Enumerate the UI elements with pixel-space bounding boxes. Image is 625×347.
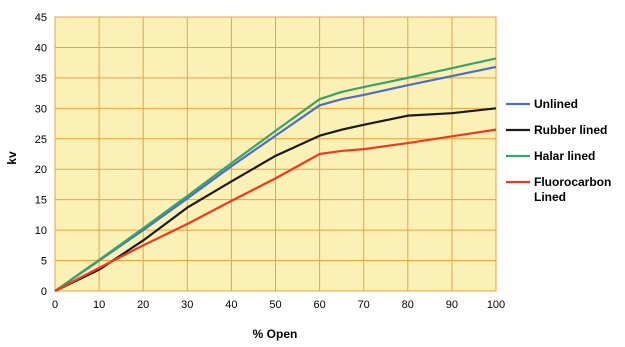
y-tick-label: 25	[35, 134, 47, 146]
x-tick-label: 20	[137, 299, 149, 311]
x-tick-label: 80	[402, 299, 414, 311]
series-line-halar-lined	[54, 57, 497, 292]
y-tick-label: 35	[35, 73, 47, 85]
y-tick-label: 30	[35, 103, 47, 115]
y-tick-label: 5	[41, 256, 47, 268]
legend-label-fluorocarbon-lined: Lined	[534, 190, 566, 204]
y-tick-label: 40	[35, 42, 47, 54]
x-tick-label: 90	[446, 299, 458, 311]
legend-label-unlined: Unlined	[534, 97, 578, 111]
y-axis-ticks: 0 5 10 15 20 25 30 35 40 45	[35, 12, 47, 298]
y-tick-label: 0	[41, 286, 47, 298]
legend: Unlined Rubber lined Halar lined Fluorocarb…	[506, 97, 611, 204]
x-axis-ticks: 0 10 20 30 40 50 60 70 80 90 100	[52, 299, 505, 311]
y-tick-label: 20	[35, 164, 47, 176]
y-tick-label: 10	[35, 225, 47, 237]
x-tick-label: 10	[93, 299, 105, 311]
series-line-rubber-lined	[54, 107, 497, 292]
series-line-fluorocarbon-lined	[54, 128, 497, 292]
x-tick-label: 60	[313, 299, 325, 311]
x-axis-title: % Open	[253, 327, 298, 341]
series-lines	[54, 57, 497, 292]
y-tick-label: 45	[35, 12, 47, 24]
legend-label-rubber-lined: Rubber lined	[534, 123, 607, 137]
x-tick-label: 50	[269, 299, 281, 311]
y-axis-title: kv	[5, 151, 19, 165]
x-tick-label: 0	[52, 299, 58, 311]
grid	[54, 16, 497, 292]
legend-label-fluorocarbon-lined: Fluorocarbon	[534, 175, 611, 189]
x-tick-label: 40	[225, 299, 237, 311]
legend-label-halar-lined: Halar lined	[534, 149, 595, 163]
x-tick-label: 100	[487, 299, 505, 311]
x-tick-label: 70	[358, 299, 370, 311]
x-tick-label: 30	[181, 299, 193, 311]
y-tick-label: 15	[35, 195, 47, 207]
series-line-unlined	[54, 65, 497, 292]
